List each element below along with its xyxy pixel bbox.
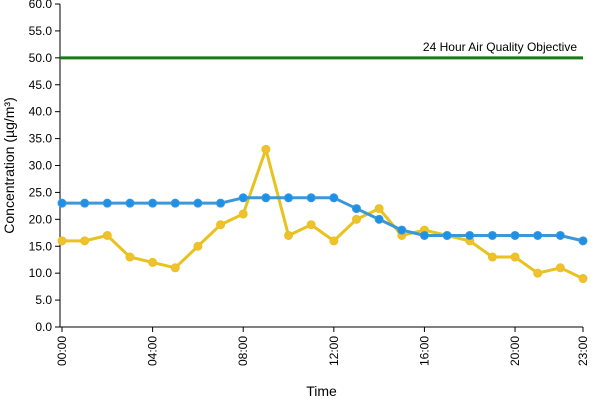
y-tick-label: 0.0 [35,320,52,334]
series-1-point [578,274,588,284]
series-2-point [465,230,475,240]
y-tick-label: 35.0 [29,132,53,146]
series-1-point [148,257,158,267]
series-2-point [193,198,203,208]
y-tick-label: 55.0 [29,24,53,38]
series-1-point [193,241,203,251]
series-1-point [170,263,180,273]
series-2-point [284,193,294,203]
series-2-point [578,236,588,246]
series-1-point [555,263,565,273]
series-1-point [80,236,90,246]
series-2-point [419,230,429,240]
y-tick-label: 5.0 [35,293,52,307]
series-2-point [351,204,361,214]
x-tick-label: 04:00 [146,336,160,366]
series-2-point [555,230,565,240]
y-tick-label: 50.0 [29,51,53,65]
series-2-point [102,198,112,208]
y-tick-label: 40.0 [29,105,53,119]
x-tick-label: 16:00 [417,336,431,366]
series-1-point [487,252,497,262]
objective-label: 24 Hour Air Quality Objective [423,40,577,54]
y-tick-label: 60.0 [29,0,53,11]
series-group [57,144,588,284]
series-1-point [125,252,135,262]
series-1-point [238,209,248,219]
series-2-point [148,198,158,208]
series-2-point [487,230,497,240]
x-tick-label: 00:00 [55,336,69,366]
y-axis-label: Concentration (µg/m³) [1,97,17,233]
series-1-point [216,220,226,230]
y-tick-label: 25.0 [29,185,53,199]
y-tick-label: 20.0 [29,212,53,226]
series-1-point [261,144,271,154]
series-2-point [442,230,452,240]
series-2-point [533,230,543,240]
series-1-point [510,252,520,262]
series-2-point [238,193,248,203]
series-2-point [80,198,90,208]
series-1-point [374,204,384,214]
y-tick-label: 45.0 [29,78,53,92]
series-1-point [351,214,361,224]
series-2-point [510,230,520,240]
series-2-point [57,198,67,208]
x-axis-label: Time [306,383,337,399]
series-2-point [216,198,226,208]
series-2-point [329,193,339,203]
y-axis-ticks: 0.0 5.0 10.0 15.0 20.0 25.0 30.0 35.0 40.0 45.0 50… [29,0,60,334]
x-tick-label: 08:00 [236,336,250,366]
x-tick-label: 23:00 [576,336,590,366]
x-axis-ticks: 00:00 04:00 08:00 12:00 16:00 20:00 23:00 [55,327,590,366]
series-1-point [329,236,339,246]
y-tick-label: 15.0 [29,239,53,253]
series-2-point [374,214,384,224]
series-2-point [170,198,180,208]
series-1-point [533,268,543,278]
x-tick-label: 12:00 [327,336,341,366]
x-tick-label: 20:00 [508,336,522,366]
series-1-line [62,147,584,280]
series-2-point [306,193,316,203]
series-2-point [125,198,135,208]
y-tick-label: 30.0 [29,159,53,173]
series-1-point [284,230,294,240]
y-tick-label: 10.0 [29,266,53,280]
series-1-point [57,236,67,246]
series-2-point [397,225,407,235]
series-2-point [261,193,271,203]
series-1-point [102,230,112,240]
series-1-point [306,220,316,230]
